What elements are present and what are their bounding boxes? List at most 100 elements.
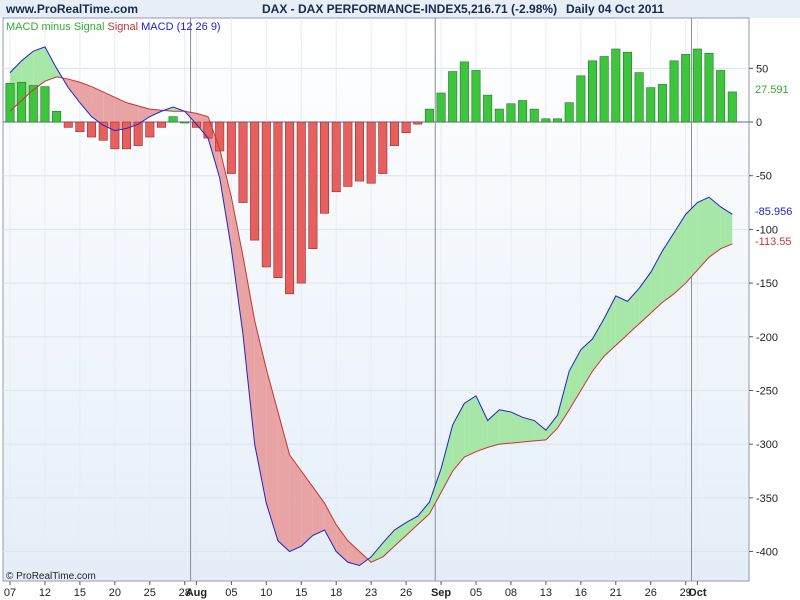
histogram-bar <box>646 87 656 123</box>
histogram-value-label: 27.591 <box>755 84 789 96</box>
histogram-bar <box>308 121 318 250</box>
y-tick-label: -300 <box>756 439 778 451</box>
histogram-bar <box>180 121 190 124</box>
x-tick-label: 05 <box>225 587 237 599</box>
histogram-bar <box>226 121 236 174</box>
histogram-bar <box>541 118 551 123</box>
x-tick-label: 12 <box>39 587 51 599</box>
x-tick-label: 29 <box>680 587 692 599</box>
macd-signal-fill <box>243 256 255 445</box>
macd-signal-fill <box>266 368 278 541</box>
histogram-bar <box>599 56 609 123</box>
macd-signal-fill <box>592 318 605 372</box>
x-tick-label: 15 <box>74 587 86 599</box>
histogram-bar <box>634 72 644 123</box>
macd-signal-fill <box>697 197 709 271</box>
macd-signal-fill <box>510 411 523 444</box>
histogram-bar <box>378 121 388 174</box>
histogram-bar <box>564 102 574 123</box>
histogram-bar <box>250 121 260 241</box>
header-bar <box>0 0 800 18</box>
y-tick-label: -50 <box>756 171 772 183</box>
histogram-bar <box>448 71 458 123</box>
histogram-bar <box>98 121 108 141</box>
macd-signal-fill <box>650 250 663 314</box>
histogram-bar <box>692 48 702 123</box>
macd-signal-fill <box>138 105 150 125</box>
histogram-bar <box>657 84 667 123</box>
macd-signal-fill <box>301 470 313 547</box>
macd-signal-fill <box>674 214 686 294</box>
legend-signal: Signal <box>107 21 138 33</box>
histogram-bar <box>424 108 434 123</box>
histogram-bar <box>483 94 493 123</box>
histogram-bar <box>704 52 714 123</box>
histogram-bar <box>401 121 411 134</box>
y-tick-label: -100 <box>756 224 778 236</box>
histogram-bar <box>494 108 504 123</box>
histogram-bar <box>471 70 481 123</box>
index-title: DAX - DAX PERFORMANCE-INDEX <box>262 2 461 16</box>
histogram-bar <box>622 51 632 123</box>
x-tick-label: Oct <box>688 587 707 599</box>
x-tick-label: 13 <box>540 587 552 599</box>
macd-signal-fill <box>487 409 500 448</box>
copyright: © ProRealTime.com <box>6 571 96 582</box>
histogram-bar <box>133 121 143 146</box>
x-tick-label: 05 <box>470 587 482 599</box>
macd-signal-fill <box>662 232 675 303</box>
histogram-bar <box>122 121 132 150</box>
macd-signal-fill <box>417 502 430 525</box>
site-title: www.ProRealTime.com <box>5 2 138 16</box>
histogram-bar <box>727 91 737 123</box>
histogram-bar <box>215 121 225 152</box>
histogram-bar <box>611 48 621 123</box>
y-tick-label: -150 <box>756 278 778 290</box>
x-tick-label: 21 <box>610 587 622 599</box>
macd-signal-fill <box>685 202 698 284</box>
fill-layer <box>10 46 733 566</box>
macd-signal-fill <box>429 468 442 514</box>
histogram-bar <box>366 121 376 184</box>
histogram-bar <box>145 121 155 138</box>
y-tick-label: 50 <box>756 63 768 75</box>
macd-signal-fill <box>371 542 383 563</box>
x-tick-label: 16 <box>575 587 587 599</box>
macd-signal-fill <box>91 86 104 126</box>
histogram-bar <box>587 60 597 123</box>
histogram-bar <box>52 110 62 123</box>
histogram-bar <box>87 121 97 138</box>
macd-signal-fill <box>627 288 640 335</box>
x-tick-label: 26 <box>645 587 657 599</box>
grid-layer <box>3 18 749 581</box>
macd-signal-fill <box>604 295 616 357</box>
macd-signal-fill <box>33 46 45 90</box>
histogram-bar <box>320 121 330 214</box>
x-tick-label: 23 <box>365 587 377 599</box>
histogram-bar <box>261 121 271 268</box>
histogram-bar <box>17 81 27 123</box>
macd-signal-fill <box>347 540 360 566</box>
histogram-bar <box>110 121 120 150</box>
histogram-bar <box>354 121 364 182</box>
y-tick-label: 0 <box>756 117 762 129</box>
legend-macd: MACD (12 26 9) <box>141 21 220 33</box>
macd-signal-fill <box>534 420 546 441</box>
macd-signal-fill <box>464 395 476 458</box>
macd-signal-fill <box>522 417 535 442</box>
histogram-bar <box>529 108 539 123</box>
histogram-bar <box>273 121 283 279</box>
legend-histogram: MACD minus Signal <box>6 21 104 33</box>
macd-line <box>9 46 733 567</box>
macd-signal-fill <box>545 415 558 440</box>
x-tick-label: 15 <box>295 587 307 599</box>
histogram-bar <box>331 121 341 193</box>
line-layer <box>9 46 733 567</box>
histogram-bar <box>716 70 726 123</box>
x-tick-label: Sep <box>431 587 451 599</box>
macd-signal-fill <box>720 206 733 249</box>
macd-signal-fill <box>103 91 115 131</box>
x-tick-label: 07 <box>4 587 16 599</box>
x-tick-label: 08 <box>505 587 517 599</box>
legend: MACD minus Signal Signal MACD (12 26 9) <box>6 21 221 33</box>
